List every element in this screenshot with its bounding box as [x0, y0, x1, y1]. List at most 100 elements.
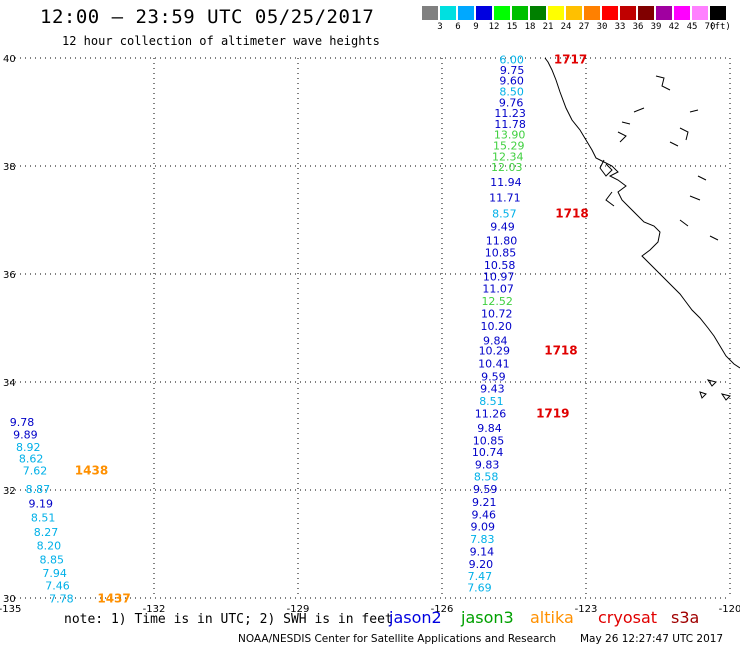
wave-height-value: 8.58	[474, 471, 499, 484]
legend-label: 3	[437, 22, 443, 32]
wave-height-value: 8.51	[31, 512, 56, 525]
latitude-tick-label: 36	[3, 270, 16, 281]
wave-height-value: 10.20	[480, 320, 512, 333]
wave-height-value: 10.97	[483, 271, 515, 284]
legend-swatch	[458, 6, 474, 20]
legend-label: 30	[596, 22, 608, 32]
wave-height-value: 10.85	[485, 246, 517, 259]
wave-height-value: 10.74	[472, 446, 504, 459]
legend-label: 70	[704, 22, 716, 32]
legend-label: 42	[668, 22, 680, 32]
california-coastline	[544, 57, 740, 369]
legend-swatch	[710, 6, 726, 20]
wave-height-value: 7.46	[45, 580, 70, 593]
wave-height-value: 11.23	[494, 107, 526, 120]
legend-swatch	[530, 6, 546, 20]
wave-height-value: 11.26	[475, 407, 507, 420]
legend-label: 12	[488, 22, 500, 32]
legend-label: 6	[455, 22, 461, 32]
wave-height-value: 7.94	[42, 567, 67, 580]
wave-height-value: 8.27	[34, 526, 59, 539]
page-title: 12:00 – 23:59 UTC 05/25/2017	[40, 6, 375, 28]
pass-time-label: 1437	[97, 592, 130, 606]
wave-height-value: 12.03	[491, 161, 523, 174]
wave-height-value: 9.59	[473, 483, 498, 496]
longitude-tick-label: -120	[719, 604, 740, 615]
legend-label: 9	[473, 22, 479, 32]
legend-swatch	[692, 6, 708, 20]
legend-swatch	[638, 6, 654, 20]
wave-height-value: 6.00	[499, 54, 524, 67]
wave-height-value: 9.21	[472, 496, 497, 509]
wave-height-value: 10.58	[484, 259, 516, 272]
wave-height-value: 8.92	[16, 441, 41, 454]
pass-time-label: 1717	[554, 53, 587, 67]
satellite-name: cryosat	[598, 608, 658, 627]
legend-swatch	[422, 6, 438, 20]
wave-height-value: 9.59	[481, 371, 506, 384]
wave-height-value: 9.09	[471, 521, 496, 534]
wave-height-value: 11.71	[489, 191, 521, 204]
wave-height-value: 11.94	[490, 176, 522, 189]
latitude-tick-label: 40	[3, 54, 16, 65]
legend-unit: (ft)	[709, 22, 731, 32]
wave-height-value: 12.52	[481, 295, 513, 308]
wave-height-value: 10.72	[481, 307, 513, 320]
legend-label: 15	[506, 22, 518, 32]
legend-swatch	[656, 6, 672, 20]
wave-height-value: 9.83	[475, 459, 500, 472]
satellite-name: s3a	[671, 608, 700, 627]
legend-label: 24	[560, 22, 572, 32]
wave-height-value: 9.84	[477, 422, 502, 435]
wave-height-value: 10.41	[478, 358, 510, 371]
footer-note: note: 1) Time is in UTC; 2) SWH is in fe…	[64, 612, 393, 627]
legend-label: 45	[686, 22, 698, 32]
wave-height-value: 9.89	[13, 428, 38, 441]
longitude-tick-label: -132	[143, 604, 166, 615]
latitude-tick-label: 38	[3, 162, 16, 173]
latitude-tick-label: 34	[3, 378, 16, 389]
pass-time-label: 1718	[544, 344, 577, 358]
wave-height-value: 8.50	[499, 85, 524, 98]
wave-height-value: 9.84	[483, 334, 508, 347]
latitude-tick-label: 32	[3, 486, 16, 497]
longitude-tick-label: -135	[0, 604, 21, 615]
wave-height-value: 8.87	[26, 483, 51, 496]
legend-label: 33	[614, 22, 626, 32]
satellite-name: altika	[530, 608, 574, 627]
legend-swatch	[620, 6, 636, 20]
wave-height-value: 7.47	[468, 570, 493, 583]
satellite-name: jason3	[461, 608, 514, 627]
wave-height-value: 11.80	[486, 235, 518, 248]
graticule-grid	[10, 57, 731, 599]
coastline	[544, 57, 740, 401]
wave-height-value: 10.29	[479, 345, 511, 358]
pass-time-label: 1438	[75, 464, 108, 478]
legend-label: 21	[542, 22, 554, 32]
legend-swatch	[440, 6, 456, 20]
wave-height-value: 7.62	[23, 465, 48, 478]
longitude-tick-label: -129	[287, 604, 310, 615]
credit-text: NOAA/NESDIS Center for Satellite Applica…	[238, 633, 556, 645]
legend-swatch	[674, 6, 690, 20]
wave-height-value: 8.57	[492, 208, 517, 221]
wave-height-value: 11.07	[482, 283, 514, 296]
longitude-tick-label: -123	[575, 604, 598, 615]
wave-height-labels: 6.009.759.608.509.7611.2311.7813.9015.29…	[10, 54, 526, 606]
channel-islands	[699, 379, 731, 401]
wave-height-value: 7.69	[467, 582, 492, 595]
wave-height-value: 15.29	[493, 139, 525, 152]
wave-height-value: 9.19	[28, 498, 53, 511]
longitude-tick-label: -126	[431, 604, 454, 615]
legend-label: 39	[650, 22, 662, 32]
wave-height-value: 13.90	[494, 129, 526, 142]
sf-bay-outline	[599, 159, 615, 207]
legend-swatch	[584, 6, 600, 20]
wave-height-value: 8.20	[37, 540, 62, 553]
legend-swatch	[602, 6, 618, 20]
wave-height-value: 9.60	[499, 75, 524, 88]
wave-height-value: 9.46	[472, 508, 497, 521]
legend-label: 18	[524, 22, 536, 32]
inland-outline	[617, 75, 719, 241]
